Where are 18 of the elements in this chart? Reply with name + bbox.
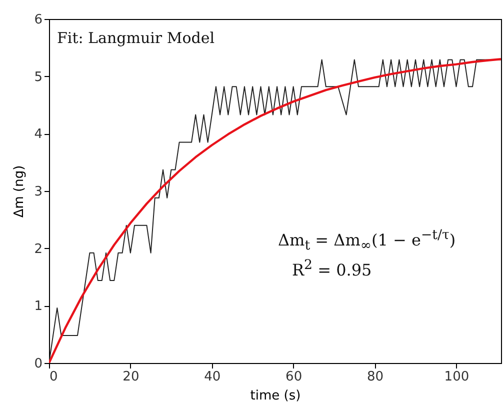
x-tick-label: 20	[122, 370, 140, 384]
y-tick-label: 6	[34, 12, 42, 28]
y-tick-label: 1	[34, 299, 42, 314]
x-tick-label: 100	[444, 370, 470, 384]
annotation: Fit: Langmuir Model	[57, 29, 215, 47]
x-axis-title: time (s)	[250, 388, 301, 404]
annotation: Δm$_{t}$ = Δm$_{∞}$(1 − e$^{−t/τ}$)	[278, 228, 456, 254]
x-tick-label: 0	[50, 370, 58, 384]
x-tick-label: 40	[204, 370, 221, 384]
y-tick-label: 2	[34, 242, 42, 257]
y-axis-title: Δm (ng)	[12, 165, 28, 218]
y-tick-label: 4	[34, 127, 42, 142]
y-tick-label: 5	[34, 70, 42, 85]
x-tick-label: 60	[286, 370, 302, 384]
annotation: R$^{2}$ = 0.95	[292, 258, 372, 280]
y-tick-label: 0	[34, 356, 42, 372]
x-tick-label: 80	[366, 370, 384, 384]
y-tick-label: 3	[34, 184, 42, 200]
